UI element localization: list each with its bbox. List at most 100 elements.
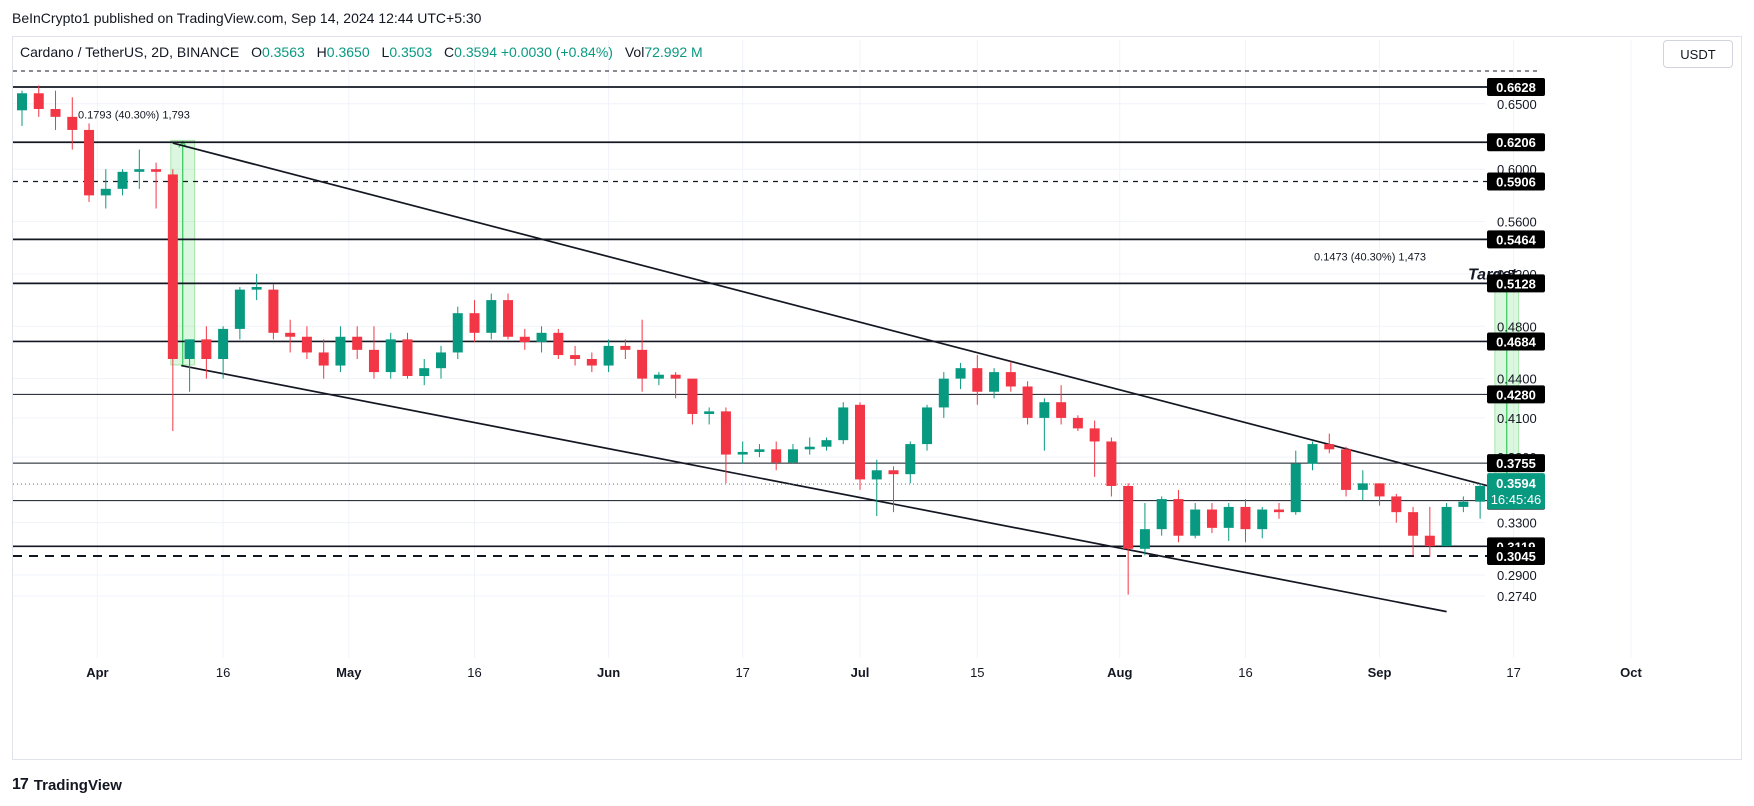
level-price-label: 0.5128 (1496, 276, 1536, 291)
candle-body (1357, 483, 1368, 490)
candle-body (1374, 483, 1385, 497)
price-tick-label: 0.3300 (1497, 516, 1537, 531)
candle-body (17, 93, 27, 111)
published-caption: BeInCrypto1 published on TradingView.com… (12, 10, 482, 26)
currency-button[interactable]: USDT (1663, 40, 1733, 68)
candle-body (385, 339, 396, 373)
low-label: L (381, 44, 390, 60)
candle-body (871, 470, 882, 480)
candle-body (653, 374, 664, 379)
candle-body (469, 313, 480, 333)
measure-label: 0.1473 (40.30%) 1,473 (1314, 251, 1426, 263)
level-price-label: 0.4280 (1496, 387, 1536, 402)
volume-label: Vol (624, 44, 645, 60)
symbol-title: Cardano / TetherUS, 2D, BINANCE (20, 44, 240, 60)
channel-trendline (181, 364, 1447, 613)
level-price-label-bg (1487, 547, 1545, 565)
candle-body (335, 336, 346, 366)
time-tick-label: 16 (216, 665, 230, 680)
candle-body (218, 328, 229, 360)
level-price-label: 0.6628 (1496, 80, 1536, 95)
symbol-legend: Cardano / TetherUS, 2D, BINANCE O0.3563 … (20, 44, 703, 60)
candle-body (151, 169, 162, 172)
candle-body (368, 349, 379, 373)
candle-body (519, 336, 530, 342)
candle-body (167, 174, 178, 360)
candle-body (1089, 428, 1100, 442)
time-tick-label: 15 (970, 665, 984, 680)
candle-body (553, 332, 564, 356)
candle-body (33, 93, 44, 109)
level-price-label-bg (1487, 454, 1545, 473)
candle-body (184, 339, 195, 360)
level-price-label-bg (1487, 172, 1545, 191)
candle-body (1223, 506, 1234, 528)
candle-body (771, 449, 782, 463)
candle-body (1072, 417, 1083, 429)
candle-body (989, 372, 1000, 392)
candle-body (1056, 402, 1067, 418)
price-tick-label: 0.2900 (1497, 568, 1537, 583)
level-price-label-bg (1487, 230, 1545, 249)
candle-body (687, 378, 698, 414)
time-tick-label: 17 (1506, 665, 1520, 680)
candle-body (1391, 496, 1402, 513)
candle-body (1274, 509, 1284, 513)
candle-body (486, 300, 497, 333)
time-tick-label: May (336, 665, 362, 680)
candle-body (268, 289, 279, 333)
level-price-label: 0.6206 (1496, 135, 1536, 150)
candle-body (670, 374, 681, 379)
volume-value: 72.992 M (644, 44, 703, 60)
candle-body (922, 407, 933, 445)
candle-body (1424, 535, 1435, 547)
time-tick-label: Oct (1620, 665, 1642, 680)
level-price-label: 0.5906 (1496, 175, 1536, 190)
candle-body (905, 444, 916, 475)
candle-body (804, 446, 815, 450)
tradingview-name: TradingView (33, 776, 122, 794)
close-value: 0.3594 (454, 44, 497, 60)
candle-body (1106, 441, 1117, 486)
candle-body (1240, 506, 1251, 530)
level-price-label-bg (1487, 274, 1545, 293)
candle-body (955, 368, 966, 379)
open-label: O (251, 44, 262, 60)
price-tick-label: 0.4800 (1497, 319, 1537, 334)
level-price-label-bg (1487, 385, 1545, 404)
candle-body (301, 336, 312, 353)
candle-body (1290, 463, 1301, 513)
time-tick-label: 16 (467, 665, 481, 680)
time-tick-label: 17 (735, 665, 749, 680)
candle-body (285, 332, 296, 337)
candle-body (1441, 506, 1452, 547)
level-price-label: 0.3755 (1496, 456, 1536, 471)
candle-body (50, 108, 61, 117)
candle-body (1257, 509, 1268, 530)
tradingview-brand[interactable]: 17 TradingView (12, 776, 122, 794)
candle-body (838, 407, 849, 441)
candle-body (620, 345, 631, 350)
price-tick-label: 0.6500 (1497, 97, 1537, 112)
candle-body (1341, 449, 1352, 490)
candle-body (1458, 501, 1469, 507)
candle-body (536, 332, 547, 342)
candle-body (1324, 444, 1335, 450)
candle-body (1408, 512, 1419, 536)
tradingview-logo-icon: 17 (12, 776, 29, 793)
candle-body (938, 378, 949, 408)
current-price-label-bg (1487, 473, 1545, 510)
candle-body (888, 470, 899, 475)
candle-body (821, 440, 832, 447)
candle-body (402, 339, 413, 377)
candle-body (117, 171, 128, 189)
measure-label: 0.1793 (40.30%) 1,793 (78, 109, 190, 121)
candle-body (737, 451, 748, 455)
time-tick-label: Sep (1368, 665, 1392, 680)
candle-body (419, 368, 430, 377)
price-tick-label: 0.4100 (1497, 411, 1537, 426)
close-label: C (444, 44, 455, 60)
candle-body (1173, 499, 1184, 536)
price-tick-label: 0.2740 (1497, 589, 1537, 604)
